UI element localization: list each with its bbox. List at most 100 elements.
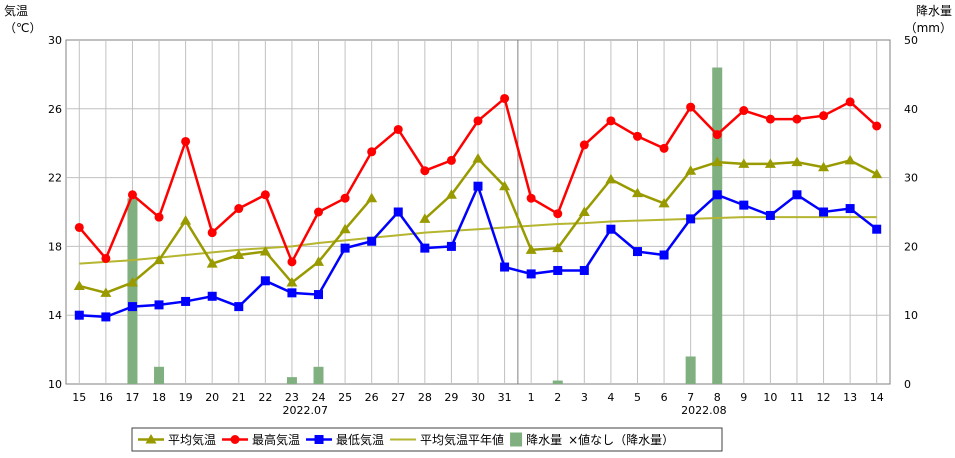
min-temp-point (765, 210, 775, 220)
min-temp-point (632, 247, 642, 257)
min-temp-point (393, 207, 403, 217)
x-tick-label: 2 (554, 391, 561, 404)
right-tick-label: 40 (904, 103, 918, 116)
x-tick-label: 21 (232, 391, 246, 404)
min-temp-point (260, 276, 270, 286)
x-tick-label: 1 (528, 391, 535, 404)
avg-temp-line (78, 156, 878, 295)
avg-temp-point (126, 277, 138, 287)
legend-marker (230, 435, 240, 444)
avg-temp-point (259, 246, 271, 256)
min-temp-point (181, 296, 191, 306)
avg-temp-point (472, 153, 484, 163)
x-tick-label: 15 (72, 391, 86, 404)
x-tick-label: 24 (312, 391, 326, 404)
x-tick-label: 4 (607, 391, 614, 404)
legend-box (131, 427, 723, 452)
x-tick-label: 26 (365, 391, 379, 404)
left-tick-label: 30 (48, 34, 62, 47)
min-temp-point (739, 200, 749, 210)
max-temp-point (393, 124, 403, 134)
max-temp-point (367, 147, 377, 157)
max-temp-point (101, 253, 111, 263)
max-temp-point (819, 111, 829, 121)
x-tick-label: 7 (687, 391, 694, 404)
normal-line (79, 216, 877, 265)
min-temp-point (686, 214, 696, 224)
avg-temp-point (419, 213, 431, 223)
avg-temp-point (658, 197, 670, 208)
max-temp-point (526, 193, 536, 203)
max-temp-point (845, 97, 855, 107)
avg-temp-point (233, 249, 245, 259)
avg-temp-point (578, 206, 590, 216)
precip-bar (552, 380, 563, 384)
max-temp-point (287, 257, 297, 267)
legend: 平均気温 最高気温 最低気温 平均気温平年値 降水量 ×値なし（降水量） (131, 427, 723, 452)
avg-temp-point (499, 180, 511, 191)
avg-temp-point (366, 192, 378, 203)
x-tick-label: 8 (714, 391, 721, 404)
right-tick-label: 20 (904, 240, 918, 253)
x-tick-label: 10 (763, 391, 777, 404)
legend-label: 降水量 (526, 433, 562, 447)
max-temp-point (872, 121, 882, 131)
max-temp-point (659, 143, 669, 153)
left-tick-label: 18 (48, 240, 62, 253)
legend-note: ×値なし（降水量） (568, 432, 674, 447)
max-temp-point (260, 190, 270, 200)
min-temp-point (420, 243, 430, 253)
max-temp-point (446, 155, 456, 165)
grid (65, 39, 891, 385)
avg-temp-point (791, 156, 803, 167)
left-tick-label: 26 (48, 103, 62, 116)
avg-temp-point (738, 158, 750, 168)
min-temp-point (579, 265, 589, 275)
legend-label: 平均気温平年値 (420, 432, 504, 447)
max-temp-point (207, 228, 217, 238)
min-temp-point (819, 207, 829, 217)
min-temp-point (845, 204, 855, 214)
min-temp-point (74, 310, 84, 320)
x-tick-label: 16 (99, 391, 113, 404)
max-temp-point (420, 166, 430, 176)
max-temp-point (739, 106, 749, 116)
min-temp-point (500, 262, 510, 272)
avg-temp-point (685, 165, 697, 175)
min-temp-point (154, 300, 164, 310)
avg-temp-point (180, 215, 192, 225)
max-temp-point (181, 136, 191, 146)
precip-bar (313, 366, 324, 384)
precip-bar (286, 377, 297, 384)
max-temp-point (792, 114, 802, 124)
max-temp-point (234, 204, 244, 214)
avg-temp-point (73, 280, 85, 290)
min-temp-point (606, 224, 616, 234)
min-temp-point (234, 302, 244, 312)
avg-temp-point (631, 187, 643, 198)
avg-temp-point (764, 158, 776, 168)
max-temp-point (765, 114, 775, 124)
precipitation-bars (127, 67, 723, 385)
x-tick-label: 3 (581, 391, 588, 404)
left-tick-label: 22 (48, 172, 62, 185)
min-temp-point (792, 190, 802, 200)
min-temp-point (659, 250, 669, 260)
left-axis-unit: （℃） (4, 21, 41, 35)
x-tick-label: 14 (870, 391, 884, 404)
min-temp-point (127, 302, 137, 312)
avg-temp-point (605, 173, 617, 184)
avg-temp-point (206, 258, 218, 268)
right-axis-title: 降水量 (916, 4, 952, 18)
min-temp-point (287, 288, 297, 298)
right-tick-label: 0 (904, 378, 911, 391)
left-axis-title: 気温 (4, 3, 28, 18)
avg-temp-point (153, 254, 165, 265)
x-tick-label: 17 (125, 391, 139, 404)
precip-bar (154, 366, 165, 384)
max-temp-point (632, 131, 642, 141)
x-tick-label: 29 (444, 391, 458, 404)
x-tick-label: 12 (817, 391, 831, 404)
